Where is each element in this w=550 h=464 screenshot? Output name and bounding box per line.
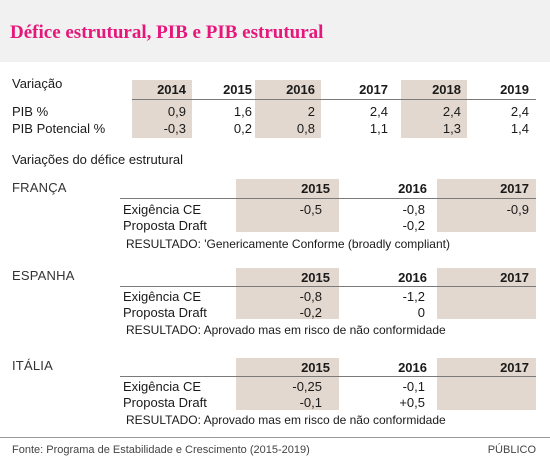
variacao-header-rule — [132, 99, 536, 100]
shade-col-2014 — [132, 80, 192, 138]
result-text: RESULTADO: Aprovado mas em risco de não … — [126, 323, 446, 337]
cell: 1,1 — [369, 121, 388, 136]
year-header: 2017 — [500, 270, 529, 285]
year-header: 2016 — [398, 360, 427, 375]
row-label-proposta: Proposta Draft — [123, 305, 207, 320]
year-header: 2016 — [398, 270, 427, 285]
cell: 0,8 — [296, 121, 315, 136]
country-name-franca: FRANÇA — [12, 180, 67, 195]
cell: 1,4 — [510, 121, 529, 136]
year-header-2014: 2014 — [157, 82, 186, 97]
year-header-2018: 2018 — [432, 82, 461, 97]
row-label-proposta: Proposta Draft — [123, 395, 207, 410]
cell: 2 — [307, 104, 315, 119]
year-header: 2015 — [301, 270, 330, 285]
cell: -0,9 — [506, 202, 529, 217]
title-band — [0, 0, 550, 62]
country-name-espanha: ESPANHA — [12, 268, 75, 283]
deficit-heading: Variações do défice estrutural — [12, 152, 184, 167]
cell: 0,9 — [167, 104, 186, 119]
year-header-2016: 2016 — [286, 82, 315, 97]
row-label-pib: PIB % — [12, 104, 49, 119]
cell: -1,2 — [402, 289, 425, 304]
country-header-rule — [120, 376, 536, 377]
row-label-pib-potencial: PIB Potencial % — [12, 121, 106, 136]
cell: -0,8 — [402, 202, 425, 217]
year-header: 2017 — [500, 181, 529, 196]
shade-col-2016 — [255, 80, 321, 138]
cell: 0,2 — [233, 121, 252, 136]
cell: 2,4 — [510, 104, 529, 119]
country-header-rule — [120, 286, 536, 287]
footer-divider — [0, 437, 550, 438]
shade-col-2017 — [437, 358, 536, 410]
shade-col-2015 — [236, 268, 339, 319]
row-label-proposta: Proposta Draft — [123, 218, 207, 233]
year-header: 2016 — [398, 181, 427, 196]
result-text: RESULTADO: 'Genericamente Conforme (broa… — [126, 237, 450, 251]
year-header: 2017 — [500, 360, 529, 375]
row-label-exigencia: Exigência CE — [123, 379, 202, 394]
row-label-exigencia: Exigência CE — [123, 202, 202, 217]
footer-brand: PÚBLICO — [487, 444, 536, 456]
cell: -0,2 — [299, 305, 322, 320]
cell: -0,1 — [402, 379, 425, 394]
year-header: 2015 — [301, 360, 330, 375]
cell: -0,8 — [299, 289, 322, 304]
cell: -0,25 — [292, 379, 322, 394]
result-text: RESULTADO: Aprovado mas em risco de não … — [126, 413, 446, 427]
page-title: Défice estrutural, PIB e PIB estrutural — [10, 22, 324, 43]
cell: 0 — [417, 305, 425, 320]
cell: +0,5 — [399, 395, 425, 410]
shade-col-2015 — [236, 358, 339, 410]
row-label-exigencia: Exigência CE — [123, 289, 202, 304]
cell: 2,4 — [369, 104, 388, 119]
shade-col-2018 — [401, 80, 467, 138]
cell: -0,3 — [163, 121, 186, 136]
year-header: 2015 — [301, 181, 330, 196]
cell: 2,4 — [442, 104, 461, 119]
year-header-2017: 2017 — [359, 82, 388, 97]
country-header-rule — [120, 198, 536, 199]
year-header-2015: 2015 — [223, 82, 252, 97]
cell: -0,1 — [299, 395, 322, 410]
shade-col-2017 — [437, 179, 536, 232]
country-name-italia: ITÁLIA — [12, 358, 53, 373]
cell: -0,2 — [402, 218, 425, 233]
shade-col-2015 — [236, 179, 339, 232]
shade-col-2017 — [437, 268, 536, 319]
year-header-2019: 2019 — [500, 82, 529, 97]
variacao-heading: Variação — [12, 76, 63, 91]
cell: 1,3 — [442, 121, 461, 136]
cell: 1,6 — [233, 104, 252, 119]
footer-source: Fonte: Programa de Estabilidade e Cresci… — [12, 444, 310, 456]
cell: -0,5 — [299, 202, 322, 217]
